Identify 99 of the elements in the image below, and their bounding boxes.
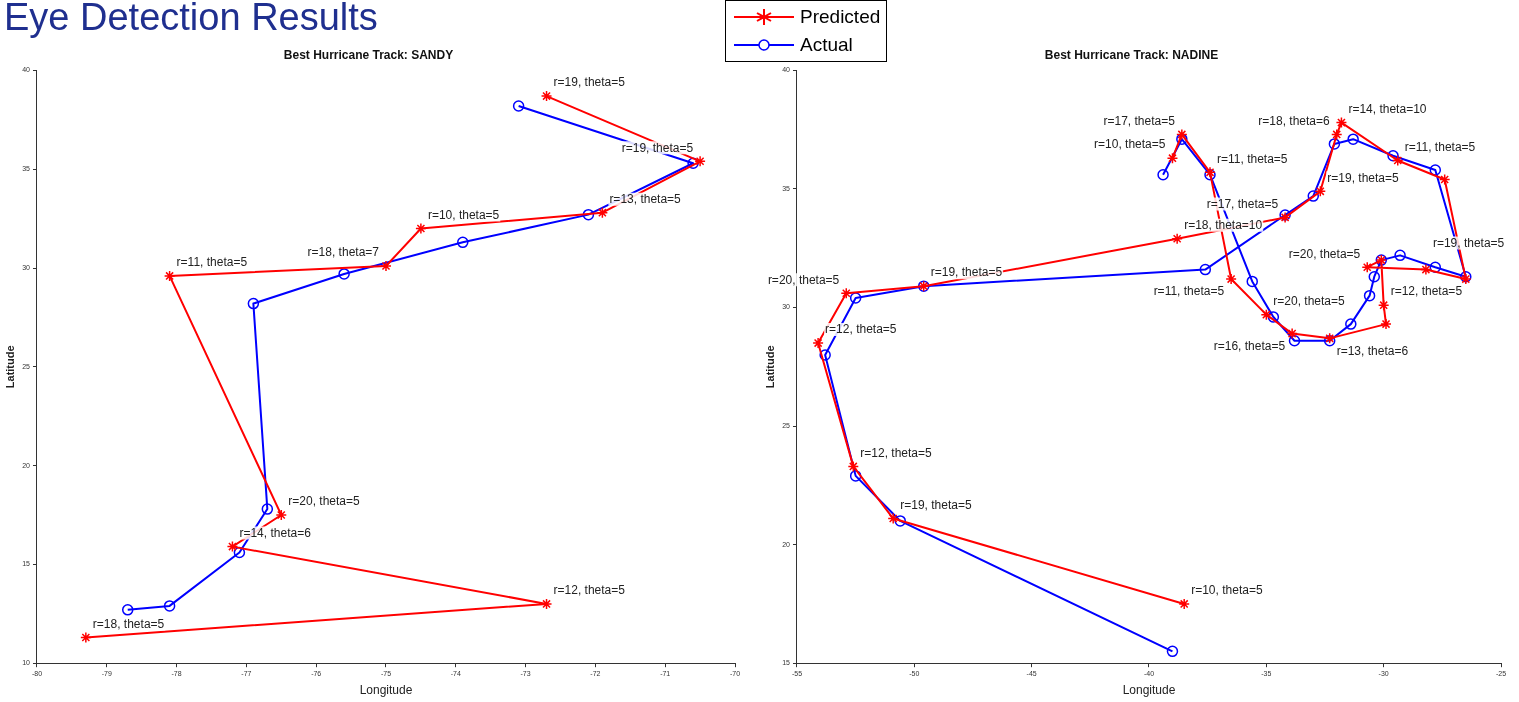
data-label: r=20, theta=5: [1288, 246, 1361, 261]
point: [1171, 233, 1183, 245]
point: [887, 512, 899, 525]
chart-title: Best Hurricane Track: NADINE: [1044, 47, 1219, 62]
y-axis-title: Latitude: [763, 345, 776, 389]
point: [247, 297, 260, 310]
y-axis-title: Latitude: [3, 345, 16, 389]
data-label: r=11, theta=5: [176, 255, 248, 270]
point: [457, 236, 469, 249]
data-label: r=18, theta=10: [1184, 218, 1263, 233]
data-label: r=19, theta=5: [1432, 235, 1505, 250]
point: [512, 100, 525, 112]
point: [1380, 318, 1392, 330]
point: [1420, 263, 1432, 276]
data-label: r=20, theta=5: [1273, 293, 1346, 308]
point: [1347, 133, 1359, 145]
point: [819, 349, 831, 361]
point: [812, 337, 824, 349]
point: [1288, 334, 1301, 347]
point: [1246, 275, 1258, 288]
point: [1345, 318, 1357, 330]
point: [1260, 308, 1273, 321]
data-label: r=12, theta=5: [1390, 284, 1463, 299]
point: [1377, 299, 1390, 311]
point: [163, 600, 176, 612]
data-label: r=20, theta=5: [767, 272, 840, 287]
data-label: r=18, theta=7: [307, 245, 380, 260]
data-label: r=13, theta=5: [609, 191, 682, 206]
point: [163, 270, 176, 282]
data-label: r=12, theta=5: [860, 445, 933, 460]
data-label: r=19, theta=5: [900, 497, 972, 512]
point: [1387, 150, 1399, 162]
data-label: r=10, theta=5: [1094, 137, 1166, 152]
point: [1394, 249, 1406, 262]
point: [1368, 270, 1381, 283]
text: Eye Detection Results: [4, 0, 378, 39]
point: [261, 503, 274, 515]
point: [694, 155, 706, 168]
point: [80, 631, 92, 644]
data-label: r=11, theta=5: [1217, 151, 1288, 166]
x-axis-title: Longitude: [1122, 683, 1176, 698]
point: [540, 90, 553, 102]
chart-title: Best Hurricane Track: SANDY: [283, 47, 454, 62]
data-label: r=19, theta=5: [930, 265, 1003, 280]
point: [1330, 128, 1343, 141]
point: [1429, 261, 1442, 273]
data-label: r=10, theta=5: [1191, 583, 1263, 598]
point: [596, 206, 609, 219]
point: [1328, 138, 1341, 150]
point: [233, 546, 246, 559]
point: [1335, 116, 1348, 129]
point: [1267, 311, 1280, 323]
point: [1438, 173, 1451, 186]
data-label: r=19, theta=5: [1327, 170, 1400, 185]
legend-label: Predicted: [800, 6, 881, 28]
point: [380, 260, 392, 272]
point: [582, 208, 595, 221]
data-label: r=20, theta=5: [288, 494, 361, 509]
data-label: r=16, theta=5: [1213, 338, 1286, 353]
data-label: r=10, theta=5: [427, 207, 500, 222]
point: [1166, 152, 1179, 164]
point: [849, 470, 862, 482]
point: [338, 268, 350, 280]
x-axis-title: Longitude: [359, 683, 413, 698]
data-label: r=19, theta=5: [621, 140, 694, 155]
data-label: r=18, theta=6: [1258, 113, 1331, 128]
point: [849, 292, 862, 304]
data-label: r=14, theta=6: [239, 525, 312, 540]
point: [1314, 185, 1327, 198]
data-label: r=11, theta=5: [1404, 139, 1476, 154]
point: [1225, 273, 1237, 285]
point: [1199, 263, 1212, 276]
point: [1392, 154, 1404, 167]
point: [847, 460, 860, 473]
data-label: r=19, theta=5: [553, 75, 626, 90]
point: [1363, 289, 1376, 302]
point: [1166, 645, 1179, 658]
point: [1429, 164, 1442, 176]
point: [840, 287, 853, 300]
legend-label: Actual: [800, 34, 853, 56]
point: [1307, 190, 1320, 202]
data-label: r=17, theta=5: [1206, 196, 1279, 211]
data-label: r=12, theta=5: [825, 322, 897, 337]
point: [1361, 261, 1373, 273]
data-label: r=14, theta=10: [1348, 101, 1427, 116]
data-label: r=13, theta=6: [1336, 343, 1409, 358]
point: [415, 222, 427, 235]
data-label: r=18, theta=5: [92, 616, 165, 631]
point: [226, 540, 239, 553]
point: [894, 515, 906, 527]
point: [275, 509, 288, 521]
data-label: r=12, theta=5: [553, 583, 626, 598]
data-label: r=11, theta=5: [1153, 284, 1225, 299]
point: [121, 604, 134, 616]
point: [1157, 168, 1169, 181]
point: [1286, 327, 1298, 340]
point: [1176, 128, 1188, 141]
point: [1178, 598, 1190, 610]
data-label: r=17, theta=5: [1103, 113, 1176, 128]
